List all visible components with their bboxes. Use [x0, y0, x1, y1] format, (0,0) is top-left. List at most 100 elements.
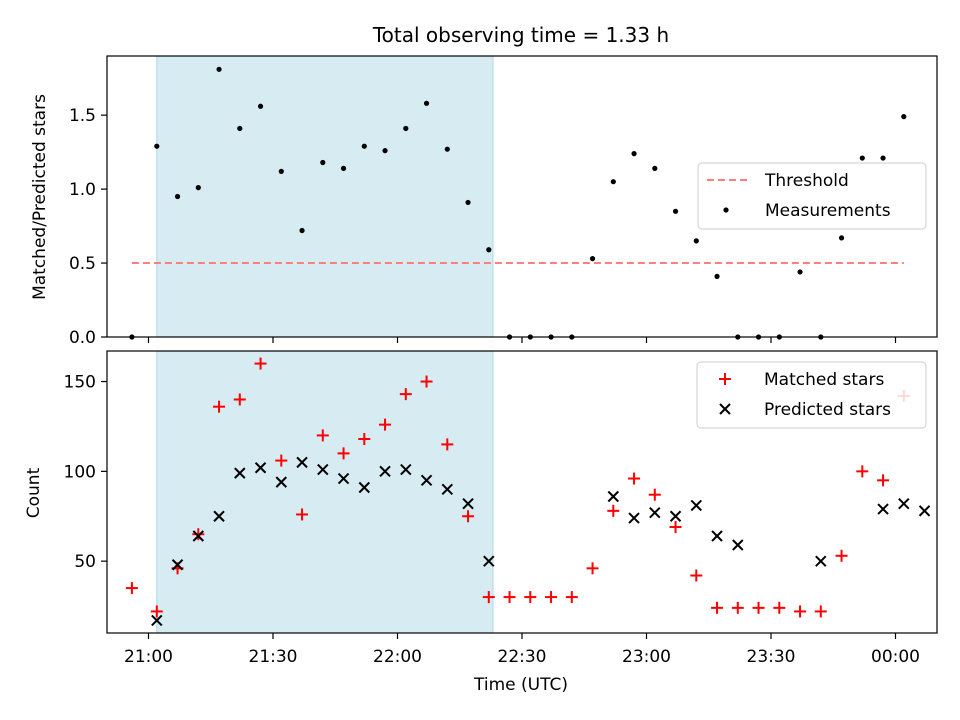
- matched-star-point: [607, 504, 620, 517]
- matched-star-point: [690, 569, 703, 582]
- measurement-point: [195, 185, 201, 191]
- measurement-point: [257, 103, 264, 109]
- predicted-star-point: [296, 456, 308, 469]
- matched-star-point: [125, 582, 138, 595]
- legend-box: [697, 162, 927, 230]
- predicted-star-point: [669, 510, 682, 522]
- matched-star-point: [337, 447, 350, 460]
- x-tick-label: 21:00: [124, 647, 173, 667]
- x-stroke-b: [213, 510, 225, 522]
- legend: Matched stars Predicted stars: [696, 361, 927, 429]
- measurement-point: [382, 148, 388, 154]
- measurement-point: [714, 273, 720, 279]
- predicted-star-point: [234, 467, 246, 479]
- x-stroke-b: [918, 505, 931, 517]
- legend: Threshold Measurements: [697, 162, 927, 230]
- measurement-point: [672, 208, 679, 214]
- legend-matched-swatch: [719, 373, 731, 385]
- x-tick-label: 22:00: [373, 647, 422, 667]
- x-stroke-b: [877, 503, 889, 515]
- y-tick-label: 150: [64, 373, 96, 393]
- x-stroke-b: [441, 483, 454, 496]
- x-tick-label: 00:00: [871, 647, 920, 667]
- matched-star-point: [877, 474, 890, 487]
- x-stroke-b: [296, 456, 308, 469]
- x-tick-label: 23:30: [747, 647, 796, 667]
- y-tick-label: 0.0: [69, 328, 96, 348]
- measurement-point: [174, 193, 181, 200]
- x-stroke-b: [649, 506, 661, 519]
- matched-star-point: [379, 418, 392, 431]
- x-stroke-b: [151, 614, 163, 627]
- measurement-point: [693, 238, 699, 244]
- y-tick-label: 1.5: [69, 106, 96, 126]
- predicted-star-point: [254, 462, 267, 474]
- series-predicted-stars: [151, 456, 931, 627]
- measurement-point: [237, 125, 243, 132]
- y-tick-label: 1.0: [69, 180, 96, 200]
- legend-label: Threshold: [764, 171, 849, 191]
- x-stroke-b: [337, 472, 350, 485]
- matched-star-point: [275, 454, 288, 467]
- predicted-star-point: [358, 481, 371, 494]
- x-stroke-b: [420, 474, 433, 487]
- y-tick-label: 50: [74, 552, 96, 572]
- predicted-star-point: [275, 476, 288, 488]
- matched-star-point: [545, 591, 558, 604]
- predicted-star-point: [815, 555, 827, 567]
- matched-star-point: [835, 549, 848, 562]
- measurement-point: [859, 155, 865, 161]
- measurement-point: [465, 199, 471, 206]
- predicted-star-point: [483, 555, 495, 567]
- x-stroke-b: [669, 510, 682, 522]
- matched-star-point: [524, 591, 537, 604]
- x-stroke-b: [379, 465, 391, 478]
- bottom-y-axis-label: Count: [24, 467, 44, 518]
- x-stroke-b: [690, 499, 703, 512]
- x-stroke-b: [628, 512, 640, 524]
- x-stroke-b: [171, 559, 184, 571]
- measurement-point: [340, 165, 347, 171]
- matched-star-point: [482, 591, 495, 604]
- matched-star-point: [731, 601, 744, 614]
- x-stroke-b: [462, 497, 474, 510]
- matched-star-point: [773, 601, 786, 614]
- measurement-point: [797, 269, 803, 275]
- matched-star-point: [711, 601, 724, 614]
- predicted-star-point: [441, 483, 454, 496]
- predicted-star-point: [171, 559, 184, 571]
- measurement-point: [320, 159, 326, 166]
- measurement-point: [403, 125, 409, 132]
- x-stroke-b: [192, 530, 205, 542]
- predicted-star-point: [400, 463, 412, 476]
- matched-star-point: [441, 438, 454, 451]
- matched-star-point: [233, 393, 246, 406]
- matched-star-point: [856, 465, 869, 478]
- x-stroke-b: [732, 539, 744, 551]
- x-tick-label: 22:30: [498, 647, 547, 667]
- measurement-point: [589, 256, 596, 262]
- predicted-star-point: [317, 463, 329, 476]
- x-stroke-b: [400, 463, 412, 476]
- legend-label: Matched stars: [764, 370, 884, 390]
- matched-star-point: [358, 433, 371, 446]
- matched-star-point: [648, 488, 661, 501]
- matched-star-point: [420, 375, 433, 388]
- matched-star-point: [296, 508, 309, 521]
- predicted-star-point: [607, 490, 620, 503]
- x-stroke-b: [719, 403, 731, 415]
- matched-star-point: [503, 591, 516, 604]
- predicted-star-point: [462, 497, 474, 510]
- x-stroke-b: [275, 476, 288, 488]
- x-stroke-b: [898, 497, 910, 510]
- measurement-point: [610, 179, 616, 185]
- matched-star-point: [462, 510, 475, 523]
- matched-star-point: [669, 521, 682, 534]
- measurement-point: [880, 155, 886, 161]
- predicted-star-point: [213, 510, 225, 522]
- legend-label: Measurements: [765, 201, 891, 221]
- measurement-point: [299, 227, 305, 234]
- x-tick-label: 23:00: [622, 647, 671, 667]
- measurement-point: [901, 114, 907, 120]
